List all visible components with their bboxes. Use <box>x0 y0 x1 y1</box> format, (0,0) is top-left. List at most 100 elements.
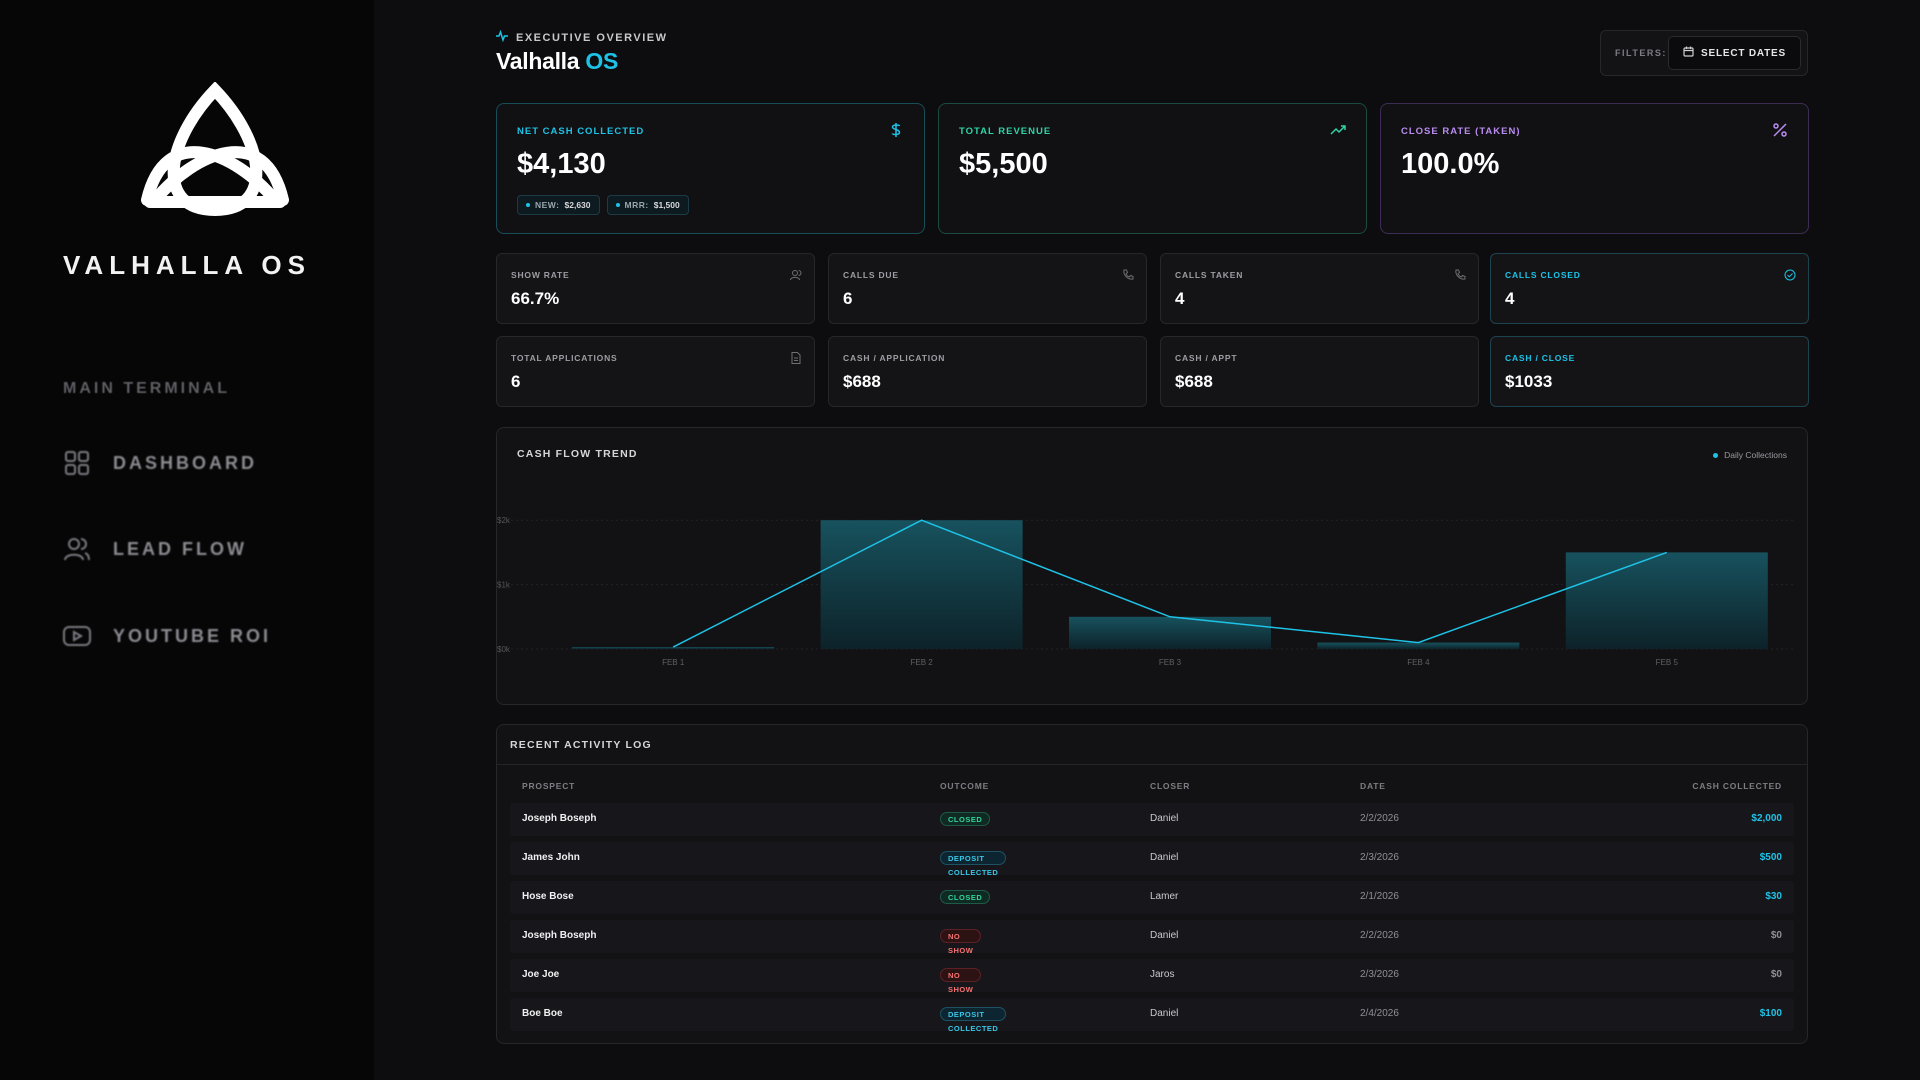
phone-icon <box>1122 268 1134 280</box>
sidebar-item-dashboard[interactable]: DASHBOARD <box>63 447 257 479</box>
stat-value: $1033 <box>1505 372 1553 391</box>
sidebar-item-youtube-roi[interactable]: YOUTUBE ROI <box>63 620 271 652</box>
closer-name: Jaros <box>1150 969 1175 980</box>
stat-value: 6 <box>843 289 853 308</box>
prospect-name: Boe Boe <box>522 1008 563 1019</box>
sidebar-item-label: LEAD FLOW <box>113 538 247 559</box>
stat-card-cash-per-appt: CASH / APPT $688 <box>1160 336 1479 407</box>
closer-name: Daniel <box>1150 1008 1179 1019</box>
bar[interactable] <box>1069 616 1271 649</box>
closer-name: Lamer <box>1150 891 1179 902</box>
kpi-label: CLOSE RATE (TAKEN) <box>1401 126 1521 137</box>
youtube-play-icon <box>63 622 91 650</box>
outcome-badge: CLOSED <box>940 812 991 826</box>
select-dates-label: SELECT DATES <box>1701 47 1786 59</box>
stat-label: CALLS TAKEN <box>1175 270 1244 280</box>
dashboard-grid-icon <box>63 449 91 477</box>
cash-flow-chart-panel: CASH FLOW TREND Daily Collections $0k $1k… <box>496 427 1808 705</box>
bar[interactable] <box>1317 642 1520 649</box>
legend-dot <box>1713 452 1719 458</box>
kpi-label: NET CASH COLLECTED <box>517 126 645 137</box>
closer-name: Daniel <box>1150 852 1179 863</box>
x-tick-label: FEB 4 <box>1407 658 1430 667</box>
stat-card-calls-due: CALLS DUE 6 <box>828 253 1147 324</box>
page-title: Valhalla OS <box>496 48 618 75</box>
cash-collected: $100 <box>1759 1008 1782 1019</box>
stat-card-calls-closed: CALLS CLOSED 4 <box>1490 253 1809 324</box>
y-tick-label: $2k <box>497 516 511 525</box>
brand-name: VALHALLA OS <box>63 250 311 280</box>
x-tick-label: FEB 1 <box>662 658 685 667</box>
activity-date: 2/3/2026 <box>1360 969 1399 980</box>
stat-value: $688 <box>1175 372 1213 391</box>
select-dates-button[interactable]: SELECT DATES <box>1668 36 1801 70</box>
chart-title: CASH FLOW TREND <box>517 448 638 460</box>
percent-icon <box>1772 122 1788 138</box>
kpi-card-total-revenue: TOTAL REVENUE $5,500 <box>938 103 1367 234</box>
chip-key: NEW: <box>535 200 560 210</box>
bar[interactable] <box>820 520 1023 649</box>
chart-legend: Daily Collections <box>1713 450 1787 460</box>
activity-title: RECENT ACTIVITY LOG <box>510 738 652 751</box>
phone-icon <box>1454 268 1466 280</box>
table-header: PROSPECT OUTCOME CLOSER DATE CASH COLLEC… <box>510 781 1794 801</box>
mrr-chip: MRR: $1,500 <box>606 195 689 215</box>
stat-card-cash-per-close: CASH / CLOSE $1033 <box>1490 336 1809 407</box>
bar[interactable] <box>572 647 775 649</box>
stat-value: 66.7% <box>511 289 560 308</box>
filters-label: FILTERS: <box>1615 48 1667 58</box>
x-tick-label: FEB 3 <box>1159 658 1182 667</box>
col-outcome: OUTCOME <box>940 781 990 791</box>
table-row[interactable]: Joseph Boseph NO SHOW Daniel 2/2/2026 $0 <box>510 920 1794 955</box>
prospect-name: Joe Joe <box>522 969 560 980</box>
sidebar-item-lead-flow[interactable]: LEAD FLOW <box>63 533 247 565</box>
kpi-label: TOTAL REVENUE <box>959 126 1052 137</box>
activity-header: RECENT ACTIVITY LOG <box>497 725 1807 765</box>
col-cash: CASH COLLECTED <box>1692 781 1782 791</box>
stat-label: CALLS DUE <box>843 270 899 280</box>
outcome-badge: DEPOSIT COLLECTED <box>940 851 1007 877</box>
kpi-value: $4,130 <box>517 148 606 180</box>
activity-log-panel: RECENT ACTIVITY LOG PROSPECT OUTCOME CLO… <box>496 724 1808 1044</box>
prospect-name: James John <box>522 852 580 863</box>
stat-label: CASH / APPLICATION <box>843 353 946 363</box>
stat-value: 4 <box>1175 289 1185 308</box>
x-tick-label: FEB 5 <box>1656 658 1679 667</box>
sidebar-item-label: YOUTUBE ROI <box>113 625 272 646</box>
table-row[interactable]: James John DEPOSIT COLLECTED Daniel 2/3/202… <box>510 842 1794 877</box>
cash-collected: $2,000 <box>1751 813 1782 824</box>
table-row[interactable]: Joseph Boseph CLOSED Daniel 2/2/2026 $2,000 <box>510 803 1794 836</box>
user-icon <box>790 268 802 281</box>
cash-collected: $0 <box>1770 969 1782 980</box>
stat-card-cash-per-application: CASH / APPLICATION $688 <box>828 336 1147 407</box>
kpi-card-close-rate: CLOSE RATE (TAKEN) 100.0% <box>1380 103 1809 234</box>
outcome-badge: DEPOSIT COLLECTED <box>940 1007 1007 1033</box>
stat-card-total-applications: TOTAL APPLICATIONS 6 <box>496 336 815 407</box>
activity-date: 2/2/2026 <box>1360 930 1399 941</box>
calendar-icon <box>1683 46 1694 60</box>
table-row[interactable]: Boe Boe DEPOSIT COLLECTED Daniel 2/4/2026 $1… <box>510 998 1794 1033</box>
stat-label: SHOW RATE <box>511 270 570 280</box>
eyebrow-text: EXECUTIVE OVERVIEW <box>516 31 668 44</box>
bar[interactable] <box>1565 552 1768 649</box>
trending-up-icon <box>1330 122 1346 138</box>
x-tick-label: FEB 2 <box>910 658 933 667</box>
kpi-value: $5,500 <box>959 148 1048 180</box>
sidebar: VALHALLA OS MAIN TERMINAL DASHBOARD LEAD… <box>0 0 374 1080</box>
kpi-card-net-cash: NET CASH COLLECTED $4,130 NEW: $2,630 MR… <box>496 103 925 234</box>
activity-date: 2/1/2026 <box>1360 891 1399 902</box>
cash-flow-chart: $0k $1k $2k FEB 1 FEB 2 FEB 3 FEB 4 FEB 5 <box>497 516 1793 667</box>
title-main: Valhalla <box>496 48 580 74</box>
table-row[interactable]: Joe Joe NO SHOW Jaros 2/3/2026 $0 <box>510 959 1794 994</box>
users-icon <box>63 535 91 563</box>
prospect-name: Joseph Boseph <box>522 930 597 941</box>
stat-label: CASH / CLOSE <box>1505 353 1576 363</box>
table-row[interactable]: Hose Bose CLOSED Lamer 2/1/2026 $30 <box>510 881 1794 914</box>
filters-bar: FILTERS: SELECT DATES <box>1600 30 1808 76</box>
new-chip: NEW: $2,630 <box>517 195 600 215</box>
stat-value: 6 <box>511 372 521 391</box>
outcome-badge: CLOSED <box>940 890 991 904</box>
kpi-value: 100.0% <box>1401 148 1500 180</box>
col-date: DATE <box>1360 781 1386 791</box>
sidebar-item-label: DASHBOARD <box>113 452 257 473</box>
